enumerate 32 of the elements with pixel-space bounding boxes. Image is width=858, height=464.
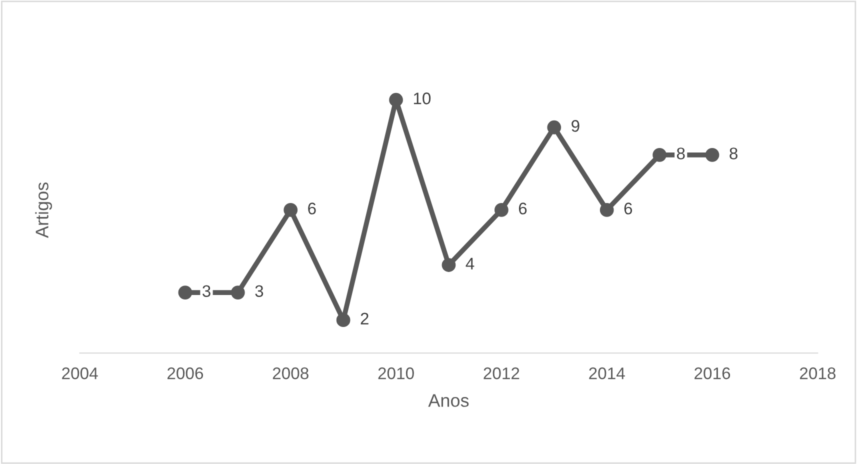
y-axis-title: Artigos bbox=[35, 182, 52, 238]
point bbox=[284, 203, 298, 217]
point bbox=[178, 286, 192, 300]
point bbox=[547, 120, 562, 134]
data-label: 3 bbox=[255, 285, 264, 298]
data-label: 3 bbox=[202, 285, 210, 298]
data-label: 4 bbox=[466, 258, 474, 270]
data-label: 6 bbox=[624, 202, 632, 214]
point bbox=[230, 286, 245, 300]
point bbox=[494, 203, 508, 217]
data-label: 10 bbox=[414, 92, 431, 104]
x-tick-label: 2010 bbox=[378, 367, 414, 380]
data-label: 6 bbox=[518, 202, 527, 214]
point bbox=[336, 313, 350, 328]
x-tick-label: 2016 bbox=[694, 367, 730, 380]
x-tick-label: 2018 bbox=[800, 367, 836, 380]
data-label: 9 bbox=[572, 120, 580, 132]
point bbox=[389, 92, 403, 107]
x-tick-label: 2014 bbox=[589, 367, 625, 380]
x-tick-label: 2006 bbox=[168, 367, 204, 380]
data-label: 2 bbox=[360, 312, 368, 324]
point bbox=[652, 148, 666, 162]
x-axis-title: Anos bbox=[428, 394, 469, 407]
x-tick-label: 2004 bbox=[62, 367, 98, 380]
data-label: 8 bbox=[676, 148, 685, 160]
data-label: 8 bbox=[730, 148, 738, 160]
x-tick-label: 2012 bbox=[484, 367, 520, 380]
point bbox=[705, 148, 720, 162]
x-tick-label: 2008 bbox=[272, 367, 308, 380]
point bbox=[600, 203, 614, 217]
data-label: 6 bbox=[308, 202, 316, 214]
point bbox=[442, 258, 456, 272]
